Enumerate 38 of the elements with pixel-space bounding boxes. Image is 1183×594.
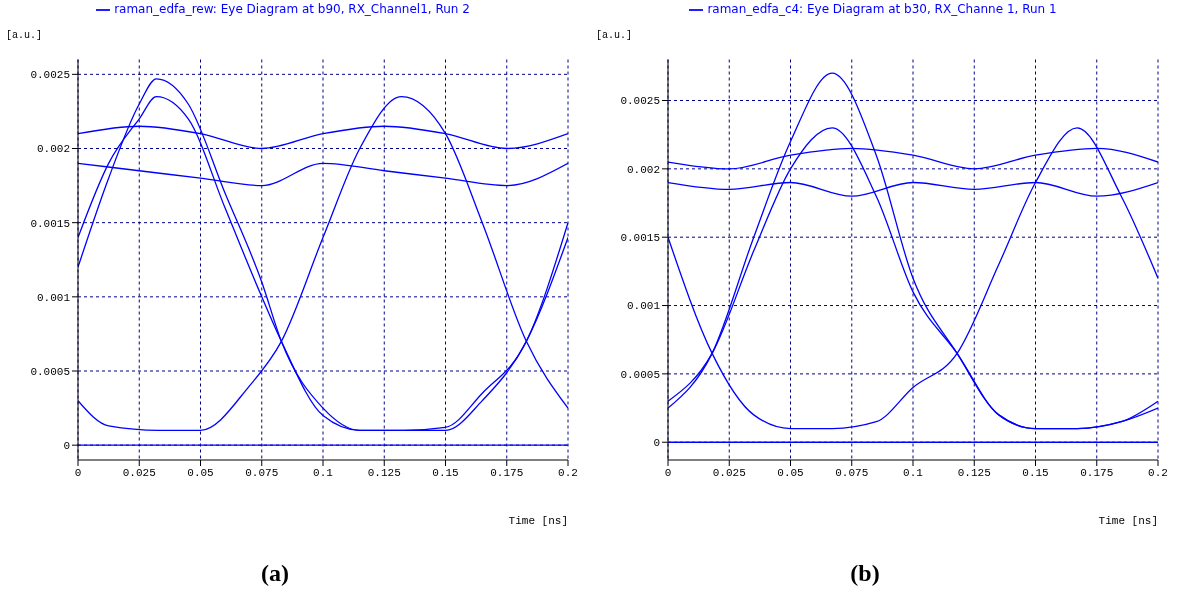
text: (a)	[260, 560, 290, 587]
y-tick-label: 0.0005	[620, 368, 660, 381]
y-tick-label: 0.001	[626, 300, 661, 313]
y-tick-label: 0.002	[626, 163, 660, 176]
x-tick-label: 0.025	[122, 466, 156, 479]
x-tick-label: 0.2	[558, 466, 578, 479]
y-tick-label: 0.0025	[620, 95, 660, 108]
y-tick-label: 0	[653, 437, 660, 450]
y-axis-title: [a.u.]	[596, 30, 633, 41]
x-tick-label: 0.2	[1148, 466, 1168, 479]
x-tick-label: 0.025	[712, 466, 746, 479]
y-axis-title: [a.u.]	[6, 30, 43, 41]
x-tick-label: 0.125	[957, 466, 991, 479]
text: (b)	[849, 560, 881, 587]
x-tick-label: 0	[74, 466, 82, 479]
y-tick-label: 0.0005	[30, 365, 70, 378]
x-tick-label: 0.075	[245, 466, 279, 479]
legend-label: raman_edfa_rew: Eye Diagram at b90, RX_Channel1, Run 2	[114, 2, 470, 16]
y-tick-label: 0.0015	[620, 232, 660, 245]
x-tick-label: 0.1	[903, 466, 924, 479]
y-tick-label: 0.002	[36, 143, 70, 156]
y-tick-label: 0	[63, 440, 70, 453]
x-tick-label: 0.175	[490, 466, 524, 479]
x-tick-label: 0.125	[367, 466, 401, 479]
x-tick-label: 0.15	[432, 466, 459, 479]
x-tick-label: 0.05	[187, 466, 214, 479]
y-tick-label: 0.0025	[30, 69, 70, 82]
x-tick-label: 0.1	[313, 466, 334, 479]
y-tick-label: 0.001	[36, 291, 71, 304]
x-axis-title: Time [ns]	[508, 515, 568, 527]
x-tick-label: 0.075	[835, 466, 869, 479]
x-tick-label: 0.15	[1022, 466, 1049, 479]
x-axis-title: Time [ns]	[1098, 515, 1158, 527]
x-tick-label: 0.05	[777, 466, 804, 479]
x-tick-label: 0.175	[1080, 466, 1114, 479]
y-tick-label: 0.0015	[30, 217, 70, 230]
x-tick-label: 0	[664, 466, 672, 479]
legend-label: raman_edfa_c4: Eye Diagram at b30, RX_Channe 1, Run 1	[707, 2, 1057, 16]
